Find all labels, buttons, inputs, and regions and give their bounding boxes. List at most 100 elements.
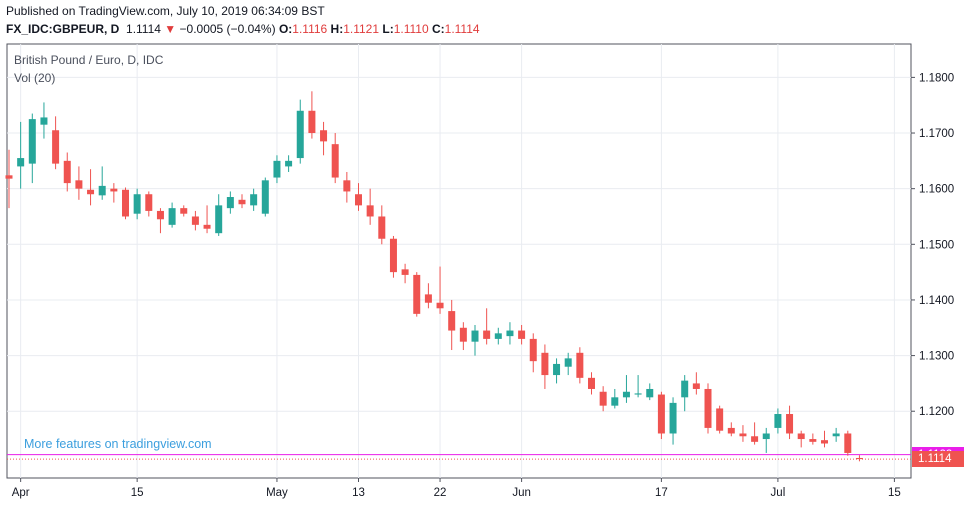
down-arrow-icon: ▼ (164, 22, 177, 36)
candle-body (191, 216, 199, 225)
candle-body (646, 388, 654, 398)
y-tick-label: 1.1600 (919, 184, 954, 196)
candle-body (308, 110, 316, 134)
candle-body (285, 160, 293, 167)
candle-body (133, 194, 141, 214)
candle-body (5, 175, 13, 179)
candle-body (541, 352, 549, 376)
candle-body (98, 185, 106, 196)
candle-body (751, 436, 759, 442)
candle-body (424, 294, 432, 303)
x-tick-label: Apr (12, 487, 30, 499)
candle-body (681, 380, 689, 398)
x-tick-label: Jun (512, 487, 531, 499)
candle-body (459, 327, 467, 342)
x-tick-label: 22 (434, 487, 447, 499)
candle-body (704, 388, 712, 428)
x-tick-label: May (266, 487, 288, 499)
candle-body (494, 333, 502, 339)
candle-body (669, 402, 677, 434)
candle-body (506, 330, 514, 337)
candle-body (87, 189, 95, 195)
volume-indicator-label: Vol (20) (14, 71, 56, 85)
candle-body (110, 188, 118, 192)
price-change: −0.0005 (−0.04%) (179, 22, 276, 36)
y-tick-label: 1.1700 (919, 128, 954, 140)
open-value: 1.1116 (292, 22, 328, 36)
candle-body (576, 352, 584, 378)
candle-body (273, 160, 281, 178)
y-tick-label: 1.1200 (919, 406, 954, 418)
candle-body (821, 440, 828, 444)
low-value: 1.1110 (393, 22, 429, 36)
price-tag-last: 1.1114 (912, 451, 964, 468)
candle-body (622, 391, 630, 398)
candle-body (727, 427, 735, 434)
candle-body (436, 302, 444, 309)
promo-link[interactable]: More features on tradingview.com (24, 437, 212, 451)
candle-body (413, 274, 421, 314)
y-tick-label: 1.1400 (919, 295, 954, 307)
candle-body (634, 393, 642, 395)
candle-body (553, 363, 561, 376)
candle-body (203, 224, 211, 229)
candle-body (774, 414, 782, 428)
candle-body (401, 269, 409, 275)
x-tick-label: 15 (888, 487, 901, 499)
candle-body (180, 208, 188, 214)
candle-body (28, 119, 36, 164)
x-tick-label: Jul (771, 487, 786, 499)
candle-body (786, 414, 794, 434)
candle-body (63, 160, 71, 184)
candle-body (448, 311, 456, 331)
candle-body (261, 180, 269, 214)
published-caption: Published on TradingView.com, July 10, 2… (6, 4, 325, 18)
candle-body (378, 216, 386, 239)
candle-body (599, 391, 607, 406)
ohlc-header: FX_IDC:GBPEUR, D 1.1114 ▼ −0.0005 (−0.04… (6, 22, 480, 36)
candle-body (226, 197, 234, 209)
candle-body (832, 433, 840, 437)
candle-body (156, 210, 164, 220)
chart-legend-title: British Pound / Euro, D, IDC (14, 53, 164, 67)
candle-body (331, 144, 339, 178)
candle-body (518, 330, 526, 339)
candle-body (471, 330, 479, 342)
last-price: 1.1114 (126, 22, 161, 36)
candle-body (739, 433, 747, 437)
candle-body (844, 433, 852, 453)
candle-body (716, 408, 724, 431)
candle-body (855, 457, 863, 460)
candle-body (215, 205, 223, 234)
candle-body (250, 194, 258, 206)
candle-body (611, 397, 619, 406)
close-label: C: (431, 22, 445, 36)
candle-body (564, 358, 572, 367)
low-label: L: (382, 22, 394, 36)
candle-body (75, 180, 83, 189)
candle-body (320, 130, 328, 142)
candle-body (122, 189, 129, 217)
open-label: O: (278, 22, 293, 36)
x-tick-label: 13 (352, 487, 365, 499)
plot-frame (6, 43, 912, 479)
close-value: 1.1114 (444, 22, 480, 36)
candle-body (40, 117, 48, 125)
candle-body (145, 194, 153, 211)
candle-body (355, 194, 362, 206)
x-tick-label: 15 (131, 487, 144, 499)
candle-body (238, 199, 246, 205)
candle-body (797, 433, 805, 440)
candle-body (296, 110, 304, 159)
candle-body (366, 205, 374, 217)
high-label: H: (330, 22, 344, 36)
candle-body (389, 238, 397, 273)
y-tick-label: 1.1800 (919, 72, 954, 84)
candle-body (529, 338, 537, 362)
symbol-label: FX_IDC:GBPEUR, D (6, 22, 120, 36)
x-tick-label: 17 (655, 487, 668, 499)
candle-body (588, 377, 595, 389)
candle-body (483, 330, 491, 339)
candle-body (692, 383, 700, 389)
